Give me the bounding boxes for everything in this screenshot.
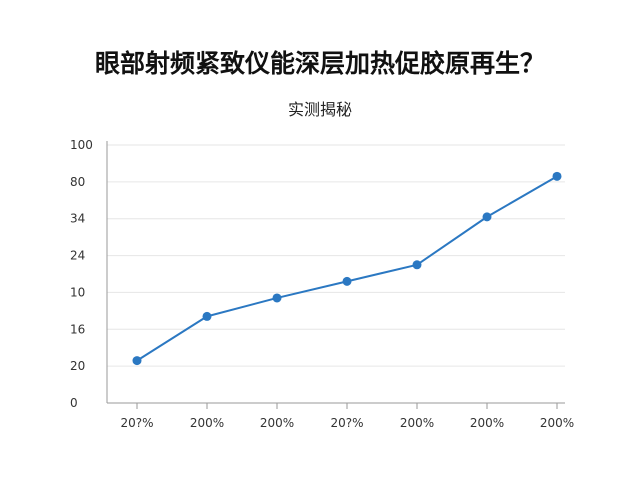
- y-tick-label: 100: [70, 138, 93, 152]
- x-tick-label: 20?%: [120, 416, 153, 430]
- data-point: [342, 276, 352, 286]
- y-tick-label: 20: [70, 359, 85, 373]
- x-tick-label: 200%: [190, 416, 224, 430]
- x-tick-label: 200%: [400, 416, 434, 430]
- y-tick-label: 0: [70, 396, 78, 410]
- data-point: [132, 356, 142, 366]
- data-point: [202, 311, 212, 321]
- series: [132, 171, 562, 366]
- x-tick-label: 200%: [260, 416, 294, 430]
- y-tick-label: 80: [70, 175, 85, 189]
- data-point: [552, 171, 562, 181]
- axes: [106, 141, 565, 404]
- data-point: [482, 212, 492, 222]
- y-tick-label: 34: [70, 212, 85, 226]
- chart-subtitle: 实测揭秘: [287, 100, 352, 119]
- y-axis-ticks: 0 20 16 10 24 34 80 100: [70, 138, 93, 410]
- grid-lines: [107, 144, 565, 367]
- y-tick-label: 10: [70, 285, 85, 299]
- x-tick-label: 200%: [540, 416, 574, 430]
- x-tick-label: 200%: [470, 416, 504, 430]
- series-line: [136, 175, 558, 362]
- x-tick-label: 20?%: [330, 416, 363, 430]
- y-tick-label: 24: [70, 249, 85, 263]
- data-point: [412, 260, 422, 270]
- data-point: [272, 293, 282, 303]
- y-tick-label: 16: [70, 322, 85, 336]
- chart-title: 眼部射频紧致仪能深层加热促胶原再生？: [94, 49, 545, 78]
- x-axis-ticks: 20?% 200% 200% 20?% 200% 200% 200%: [120, 403, 574, 430]
